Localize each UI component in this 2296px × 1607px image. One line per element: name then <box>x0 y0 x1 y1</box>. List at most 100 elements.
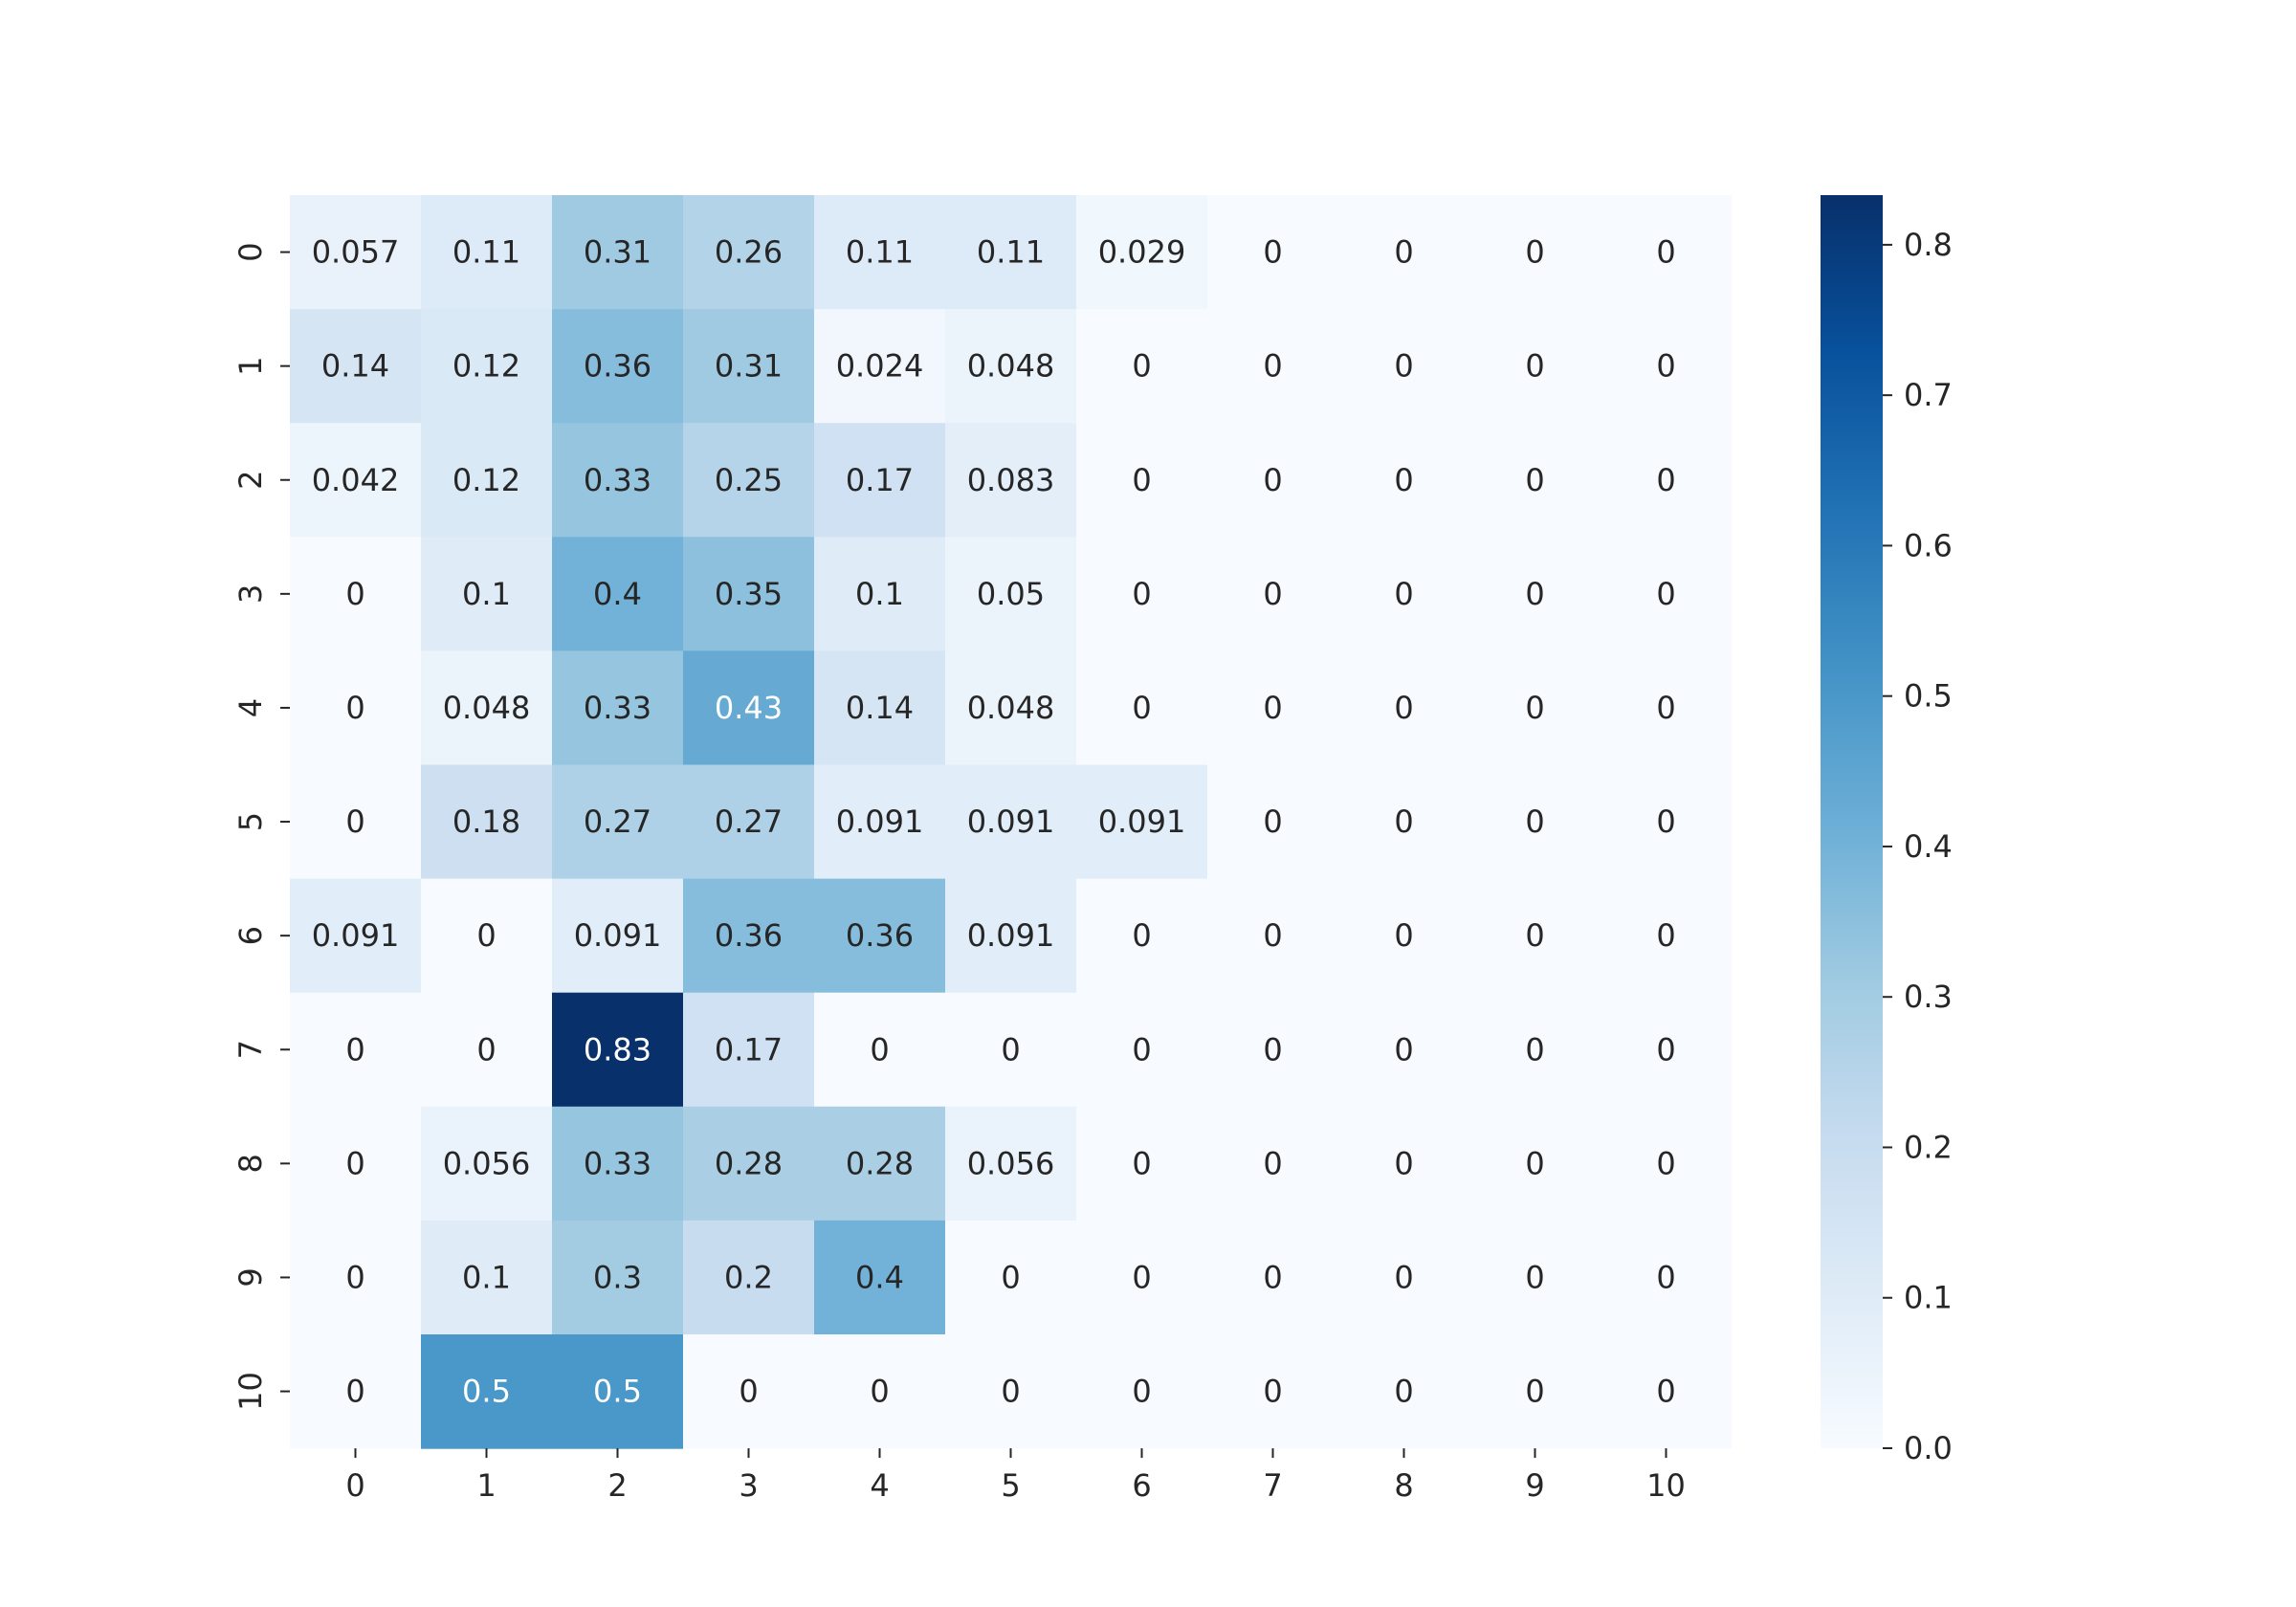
cell-value-label: 0.042 <box>312 462 400 498</box>
heatmap-cell <box>683 878 815 994</box>
cell-value-label: 0.28 <box>715 1145 783 1181</box>
heatmap-cell <box>290 650 422 766</box>
heatmap-cell <box>552 878 684 994</box>
cell-value-label: 0 <box>1394 804 1413 840</box>
heatmap-cell <box>1207 992 1339 1108</box>
heatmap-cell <box>814 195 946 310</box>
heatmap-cell <box>683 537 815 651</box>
heatmap-cell <box>1207 423 1339 538</box>
heatmap-cell <box>1207 764 1339 880</box>
heatmap-cell <box>1601 537 1733 651</box>
y-tick-label: 3 <box>232 584 269 604</box>
heatmap-cell <box>1469 650 1601 766</box>
y-tick-label: 4 <box>232 698 269 717</box>
cell-value-label: 0 <box>1394 462 1413 498</box>
heatmap-cell <box>421 764 553 880</box>
heatmap-cell <box>814 992 946 1108</box>
heatmap-cell <box>552 650 684 766</box>
colorbar-tick-label: 0.8 <box>1904 227 1953 263</box>
heatmap-cells <box>290 195 1733 1449</box>
y-tick-label: 1 <box>232 356 269 375</box>
heatmap-cell <box>683 195 815 310</box>
cell-value-label: 0 <box>1394 576 1413 612</box>
x-tick-label: 9 <box>1525 1467 1544 1504</box>
heatmap-cell <box>290 1106 422 1222</box>
heatmap-cell <box>945 537 1077 651</box>
heatmap-cell <box>1469 1106 1601 1222</box>
heatmap-cell <box>814 764 946 880</box>
y-tick-label: 0 <box>232 242 269 261</box>
cell-value-label: 0 <box>1525 234 1544 271</box>
cell-value-label: 0.048 <box>443 690 531 726</box>
heatmap-cell <box>421 423 553 538</box>
cell-value-label: 0.029 <box>1098 234 1186 271</box>
heatmap-cell <box>1601 764 1733 880</box>
heatmap-cell <box>945 423 1077 538</box>
cell-value-label: 0 <box>1525 804 1544 840</box>
cell-value-label: 0.25 <box>715 462 783 498</box>
heatmap-cell <box>290 1220 422 1335</box>
colorbar-tick-label: 0.7 <box>1904 377 1953 413</box>
cell-value-label: 0 <box>1001 1031 1020 1068</box>
y-tick-label: 10 <box>232 1372 269 1411</box>
colorbar-tick-label: 0.2 <box>1904 1129 1953 1165</box>
cell-value-label: 0.18 <box>453 804 520 840</box>
cell-value-label: 0.17 <box>846 462 914 498</box>
cell-value-label: 0 <box>1656 690 1675 726</box>
cell-value-label: 0 <box>1656 917 1675 954</box>
cell-value-label: 0.35 <box>715 576 783 612</box>
heatmap-cell <box>945 764 1077 880</box>
heatmap-cell <box>1207 878 1339 994</box>
heatmap-cell <box>1076 195 1208 310</box>
cell-value-label: 0 <box>1263 804 1282 840</box>
heatmap-cell <box>1338 1334 1470 1449</box>
cell-value-label: 0 <box>476 917 496 954</box>
heatmap-cell <box>552 537 684 651</box>
heatmap-cell <box>1601 309 1733 424</box>
cell-value-label: 0 <box>1525 576 1544 612</box>
heatmap-cell <box>1601 195 1733 310</box>
cell-value-label: 0 <box>1394 1031 1413 1068</box>
cell-value-label: 0.1 <box>462 1259 511 1295</box>
x-tick-label: 0 <box>345 1467 364 1504</box>
cell-value-label: 0 <box>1132 1374 1151 1410</box>
heatmap-cell <box>1601 1106 1733 1222</box>
cell-value-label: 0 <box>1263 234 1282 271</box>
heatmap-cell <box>945 195 1077 310</box>
heatmap-cell <box>421 650 553 766</box>
cell-value-label: 0 <box>1525 462 1544 498</box>
heatmap-cell <box>945 878 1077 994</box>
cell-value-label: 0 <box>1263 917 1282 954</box>
cell-value-label: 0.14 <box>321 348 389 385</box>
x-tick-label: 4 <box>870 1467 889 1504</box>
x-tick-label: 5 <box>1001 1467 1020 1504</box>
cell-value-label: 0 <box>1263 348 1282 385</box>
heatmap-cell <box>290 195 422 310</box>
cell-value-label: 0.83 <box>584 1031 651 1068</box>
heatmap-cell <box>1338 423 1470 538</box>
heatmap-cell <box>1469 992 1601 1108</box>
heatmap-cell <box>683 1106 815 1222</box>
cell-value-label: 0 <box>870 1374 889 1410</box>
cell-value-label: 0 <box>345 804 364 840</box>
heatmap-cell <box>1469 1334 1601 1449</box>
colorbar-tick-label: 0.4 <box>1904 828 1953 865</box>
cell-value-label: 0 <box>1656 1145 1675 1181</box>
cell-value-label: 0 <box>1001 1374 1020 1410</box>
cell-value-label: 0.048 <box>967 690 1055 726</box>
colorbar-ticks: 0.0 0.1 0.2 0.3 0.4 0.5 0.6 0.7 0.8 <box>1883 227 1953 1466</box>
cell-value-label: 0.056 <box>443 1145 531 1181</box>
heatmap-cell <box>290 992 422 1108</box>
cell-value-label: 0 <box>1394 917 1413 954</box>
cell-value-label: 0 <box>345 1374 364 1410</box>
cell-value-label: 0 <box>739 1374 758 1410</box>
heatmap-cell <box>290 1334 422 1449</box>
cell-value-label: 0 <box>1132 462 1151 498</box>
cell-value-label: 0 <box>1263 576 1282 612</box>
heatmap-cell <box>1338 764 1470 880</box>
cell-value-label: 0 <box>1656 1374 1675 1410</box>
cell-value-label: 0.36 <box>715 917 783 954</box>
y-tick-label: 2 <box>232 471 269 490</box>
colorbar-tick-label: 0.0 <box>1904 1430 1953 1466</box>
